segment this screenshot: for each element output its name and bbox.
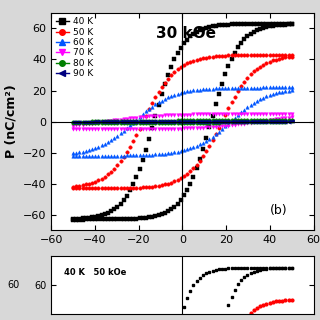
Text: 40 K   50 kOe: 40 K 50 kOe <box>64 268 127 276</box>
Legend: 40 K, 50 K, 60 K, 70 K, 80 K, 90 K: 40 K, 50 K, 60 K, 70 K, 80 K, 90 K <box>54 15 95 80</box>
Text: (b): (b) <box>270 204 287 217</box>
Text: 60: 60 <box>7 280 20 290</box>
Text: E (V/cm): E (V/cm) <box>149 269 215 284</box>
Text: 30 kOe: 30 kOe <box>156 26 216 41</box>
Y-axis label: P (nC/cm²): P (nC/cm²) <box>4 85 17 158</box>
